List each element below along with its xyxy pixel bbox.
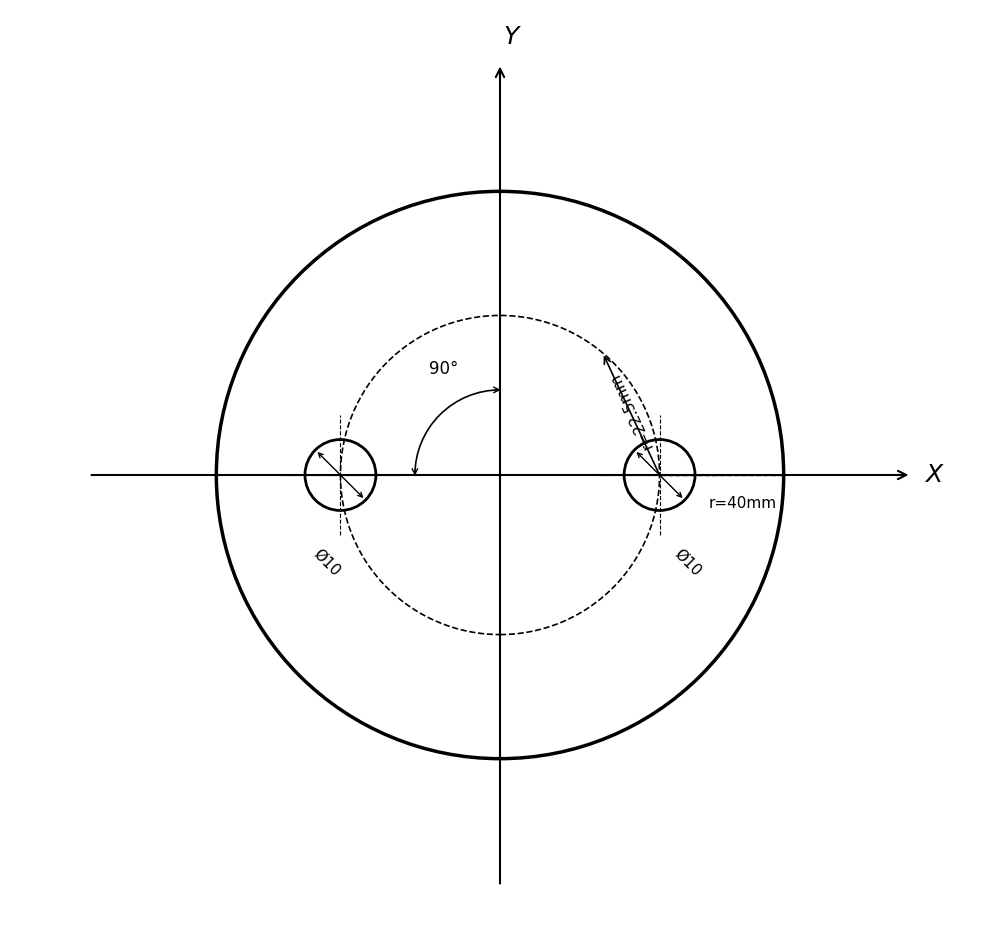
- Text: r=40mm: r=40mm: [709, 496, 777, 511]
- Text: Ø10: Ø10: [672, 546, 704, 579]
- Text: X: X: [926, 463, 943, 487]
- Text: 90°: 90°: [429, 360, 458, 377]
- Text: Y: Y: [503, 26, 518, 49]
- Text: r=22.5mm: r=22.5mm: [607, 370, 656, 450]
- Text: Ø10: Ø10: [310, 546, 343, 579]
